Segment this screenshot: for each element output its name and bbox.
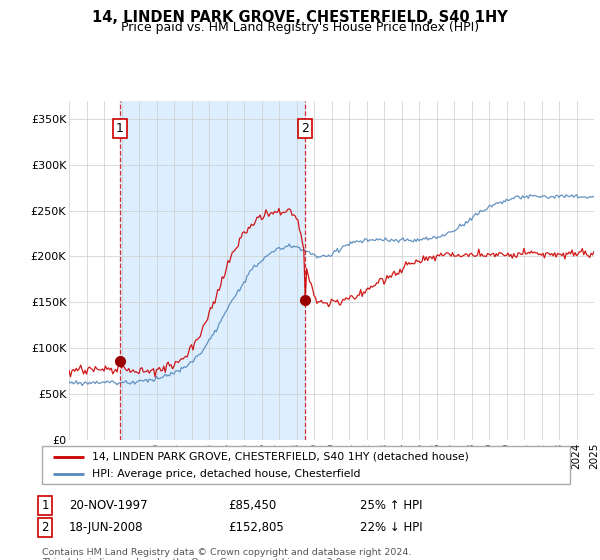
Bar [120,101,305,440]
Text: 2: 2 [41,521,49,534]
Text: £152,805: £152,805 [228,521,284,534]
Text: 2: 2 [301,122,308,135]
Text: 14, LINDEN PARK GROVE, CHESTERFIELD, S40 1HY (detached house): 14, LINDEN PARK GROVE, CHESTERFIELD, S40… [92,452,469,462]
Text: 22% ↓ HPI: 22% ↓ HPI [360,521,422,534]
Text: 1: 1 [116,122,124,135]
Text: 20-NOV-1997: 20-NOV-1997 [69,498,148,512]
FancyBboxPatch shape [42,446,570,484]
Text: Price paid vs. HM Land Registry's House Price Index (HPI): Price paid vs. HM Land Registry's House … [121,21,479,34]
Text: 25% ↑ HPI: 25% ↑ HPI [360,498,422,512]
Text: 1: 1 [41,498,49,512]
Text: Contains HM Land Registry data © Crown copyright and database right 2024.
This d: Contains HM Land Registry data © Crown c… [42,548,412,560]
Text: £85,450: £85,450 [228,498,276,512]
Text: HPI: Average price, detached house, Chesterfield: HPI: Average price, detached house, Ches… [92,469,361,479]
Text: 14, LINDEN PARK GROVE, CHESTERFIELD, S40 1HY: 14, LINDEN PARK GROVE, CHESTERFIELD, S40… [92,10,508,25]
Text: 18-JUN-2008: 18-JUN-2008 [69,521,143,534]
